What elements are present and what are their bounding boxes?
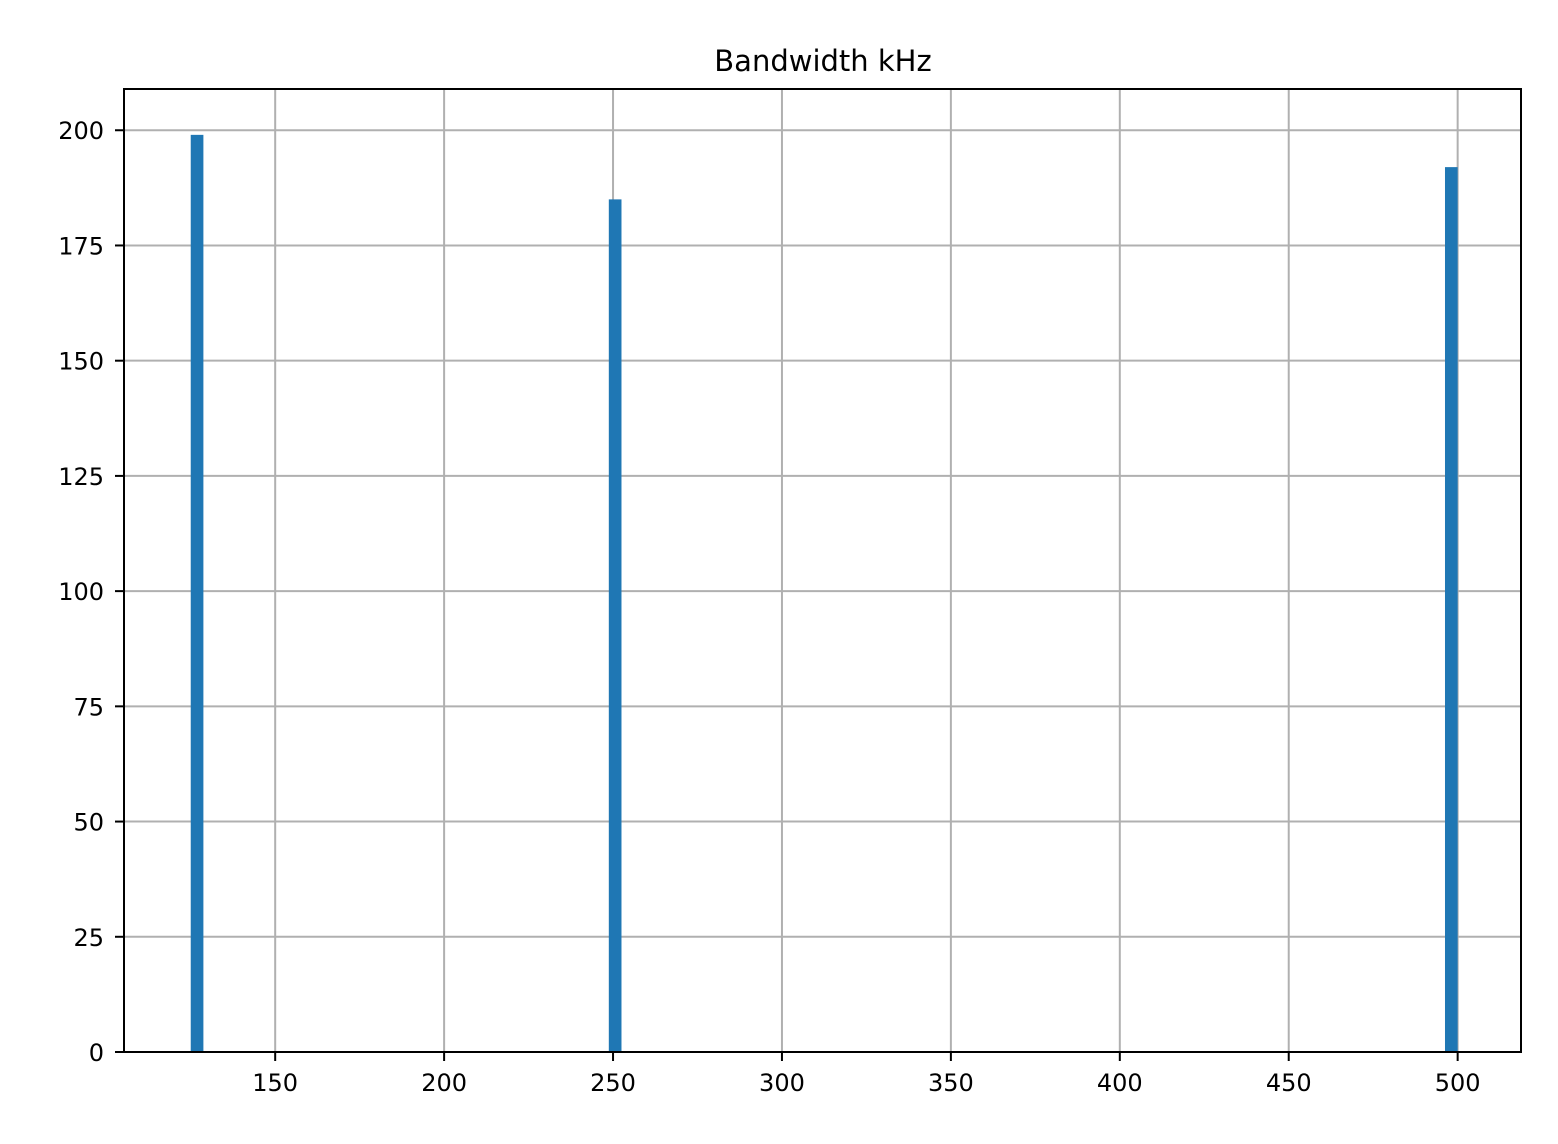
- y-tick-label-8: 200: [58, 117, 104, 145]
- x-tick-label-5: 400: [1097, 1069, 1143, 1097]
- y-tick-label-1: 25: [73, 924, 104, 952]
- grid-lines: [124, 89, 1521, 1053]
- y-tick-label-5: 125: [58, 463, 104, 491]
- x-tick-label-2: 250: [590, 1069, 636, 1097]
- y-tick-label-4: 100: [58, 578, 104, 606]
- y-tick-label-6: 150: [58, 348, 104, 376]
- histogram-bars: [190, 134, 1458, 1052]
- x-tick-label-3: 300: [759, 1069, 805, 1097]
- histogram-bar-1: [608, 199, 622, 1052]
- chart-title: Bandwidth kHz: [714, 44, 931, 78]
- histogram-bar-2: [1444, 167, 1458, 1052]
- y-tick-label-7: 175: [58, 232, 104, 260]
- histogram-bar-0: [190, 134, 204, 1052]
- y-axis: 0 25 50 75 100 125 150 175 200: [58, 117, 124, 1067]
- x-tick-label-0: 150: [252, 1069, 298, 1097]
- x-axis: 150 200 250 300 350 400 450 500: [252, 1052, 1481, 1097]
- x-tick-label-6: 450: [1266, 1069, 1312, 1097]
- x-tick-label-1: 200: [421, 1069, 467, 1097]
- x-tick-label-4: 350: [928, 1069, 974, 1097]
- y-tick-label-0: 0: [89, 1039, 104, 1067]
- y-tick-label-2: 50: [73, 809, 104, 837]
- plot-frame: [123, 88, 1522, 1053]
- x-tick-label-7: 500: [1435, 1069, 1481, 1097]
- y-tick-label-3: 75: [73, 693, 104, 721]
